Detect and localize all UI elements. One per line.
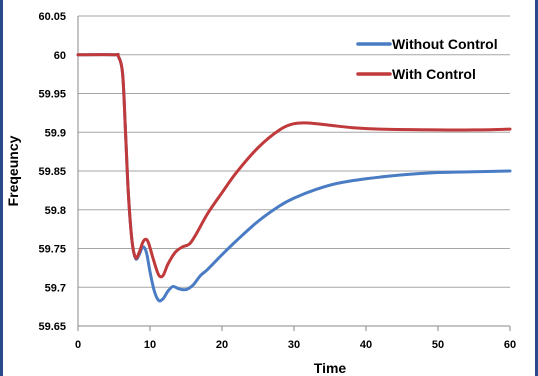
x-tick-labels: 0 10 20 30 40 50 60 [75, 326, 516, 351]
y-tick-label: 59.95 [38, 89, 66, 101]
legend: Without Control With Control [356, 36, 498, 82]
legend-label-1: With Control [392, 66, 476, 82]
y-tick-label: 59.75 [38, 244, 66, 256]
x-tick-label: 50 [432, 339, 444, 351]
series-line-0 [76, 52, 512, 303]
y-tick-labels: 59.65 59.7 59.75 59.8 59.85 59.9 59.95 60 60.05 [38, 11, 66, 333]
x-tick-label: 0 [75, 339, 81, 351]
y-tick-label: 59.7 [45, 282, 66, 294]
grid-lines [78, 15, 510, 288]
y-axis-title: Freqeuncy [5, 135, 21, 206]
x-axis-title: Time [314, 360, 347, 376]
y-tick-label: 59.85 [38, 166, 66, 178]
series-line-1 [76, 52, 512, 279]
y-tick-label: 59.8 [45, 205, 66, 217]
y-tick-label: 60 [54, 50, 66, 62]
x-tick-label: 40 [360, 339, 372, 351]
x-tick-label: 10 [144, 339, 156, 351]
x-tick-label: 30 [288, 339, 300, 351]
y-tick-label: 59.9 [45, 127, 66, 139]
y-tick-label: 60.05 [38, 11, 66, 23]
legend-label-0: Without Control [392, 36, 498, 52]
y-tick-label: 59.65 [38, 321, 66, 333]
x-tick-label: 60 [504, 339, 516, 351]
series-lines [76, 52, 512, 303]
x-tick-label: 20 [216, 339, 228, 351]
